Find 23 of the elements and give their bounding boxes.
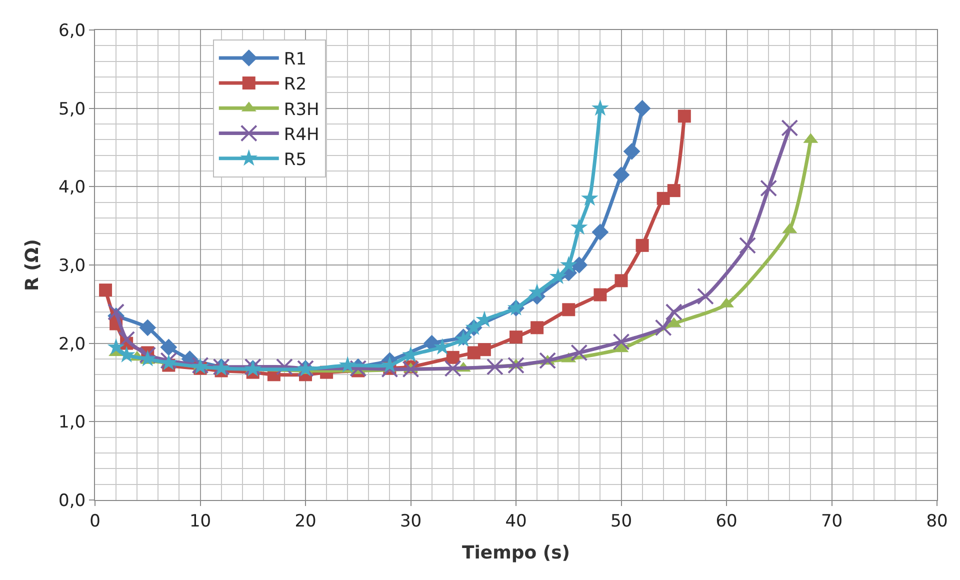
x-tick-label: 20 bbox=[294, 511, 316, 532]
x-tick-label: 30 bbox=[400, 511, 422, 532]
y-tick-label: 4,0 bbox=[58, 178, 86, 198]
x-tick-label: 10 bbox=[189, 511, 212, 532]
y-axis-title: R (Ω) bbox=[22, 239, 43, 291]
y-tick-label: 3,0 bbox=[58, 256, 86, 276]
y-tick-label: 6,0 bbox=[58, 20, 86, 41]
x-tick-label: 50 bbox=[610, 511, 632, 532]
legend-label: R4H bbox=[284, 124, 320, 145]
legend-label: R5 bbox=[284, 150, 307, 170]
y-tick-label: 1,0 bbox=[58, 412, 86, 433]
x-tick-label: 60 bbox=[716, 511, 738, 532]
x-tick-label: 70 bbox=[820, 511, 843, 532]
x-axis-title: Tiempo (s) bbox=[462, 542, 570, 564]
y-tick-label: 2,0 bbox=[58, 334, 86, 354]
legend-label: R2 bbox=[284, 74, 307, 95]
x-tick-label: 0 bbox=[90, 511, 100, 532]
x-tick-label: 80 bbox=[926, 511, 948, 532]
y-tick-label: 5,0 bbox=[58, 99, 86, 120]
y-tick-label: 0,0 bbox=[58, 490, 86, 511]
x-tick-label: 40 bbox=[505, 511, 527, 532]
legend-label: R1 bbox=[284, 50, 307, 70]
legend-label: R3H bbox=[284, 100, 320, 120]
